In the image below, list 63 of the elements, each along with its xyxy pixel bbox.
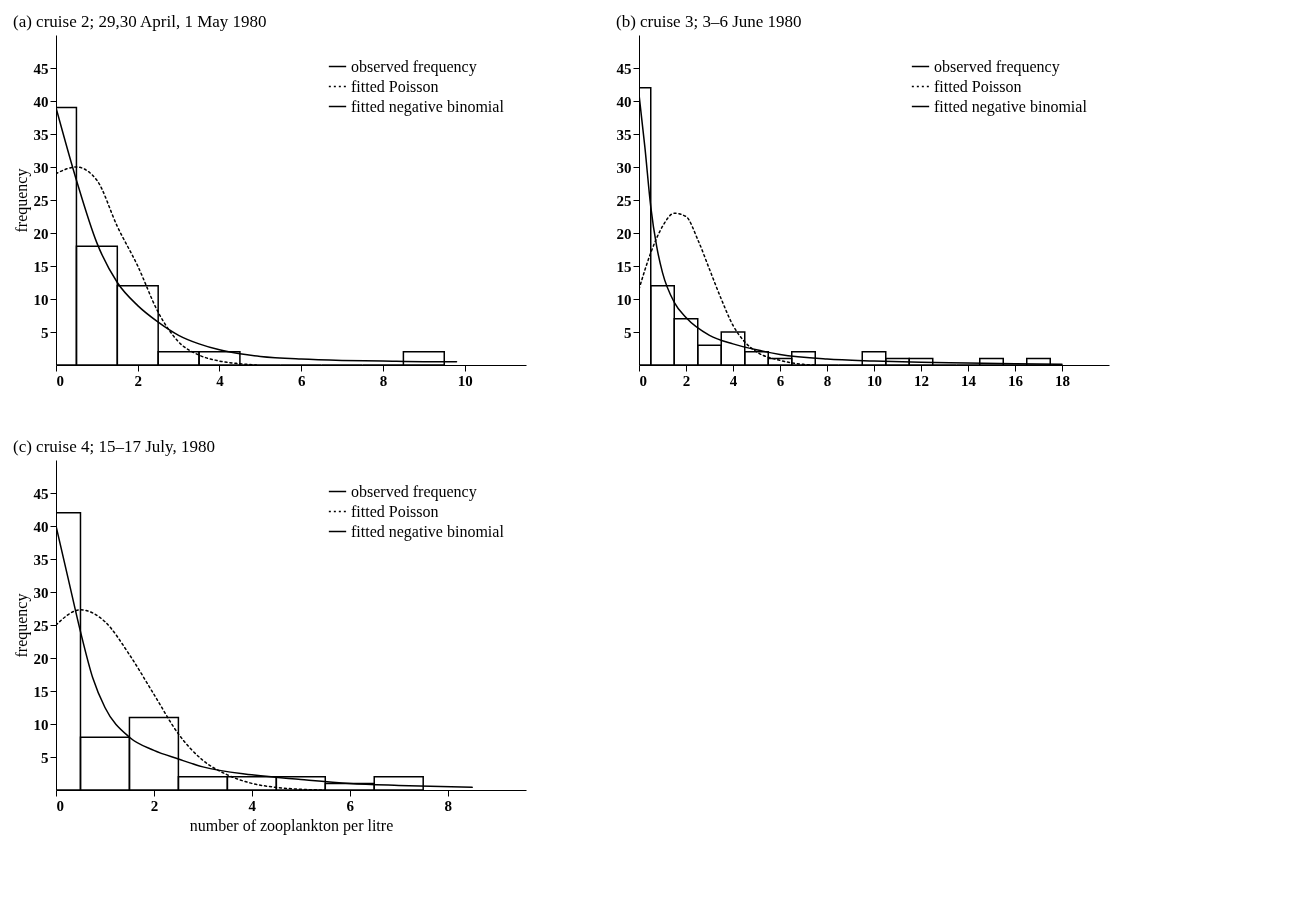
- legend-label: fitted negative binomial: [934, 97, 1088, 116]
- x-tick-label: 10: [867, 372, 882, 389]
- y-tick-label: 25: [33, 192, 49, 209]
- chart-title: (a) cruise 2; 29,30 April, 1 May 1980: [13, 12, 267, 31]
- y-tick-label: 30: [33, 584, 49, 601]
- legend-label: observed frequency: [351, 482, 477, 501]
- y-tick-label: 5: [41, 749, 49, 766]
- legend-label: observed frequency: [351, 57, 477, 76]
- x-axis-title: number of zooplankton per litre: [189, 816, 394, 835]
- y-tick-label: 20: [616, 225, 632, 242]
- y-tick-label: 45: [33, 60, 49, 77]
- x-tick-label: 2: [682, 372, 691, 389]
- x-tick-label: 0: [56, 797, 64, 814]
- x-tick-label: 8: [823, 372, 832, 389]
- legend-label: fitted Poisson: [351, 77, 439, 95]
- y-tick-label: 20: [33, 225, 49, 242]
- x-tick-label: 14: [961, 372, 977, 389]
- x-tick-label: 4: [248, 797, 257, 814]
- x-tick-label: 0: [639, 372, 647, 389]
- y-tick-label: 20: [33, 650, 49, 667]
- y-tick-label: 35: [33, 551, 49, 568]
- x-tick-label: 0: [56, 372, 64, 389]
- y-tick-label: 40: [33, 518, 49, 535]
- x-tick-label: 12: [914, 372, 929, 389]
- y-tick-label: 15: [616, 258, 632, 275]
- chart-title: (b) cruise 3; 3–6 June 1980: [616, 12, 802, 31]
- x-tick-label: 8: [379, 372, 388, 389]
- legend-label: fitted negative binomial: [351, 97, 505, 116]
- y-tick-label: 35: [33, 126, 49, 143]
- x-tick-label: 16: [1008, 372, 1024, 389]
- x-tick-label: 4: [729, 372, 738, 389]
- x-tick-label: 2: [134, 372, 142, 389]
- legend-label: fitted negative binomial: [351, 522, 505, 541]
- y-tick-label: 10: [616, 291, 632, 308]
- y-tick-label: 10: [33, 291, 49, 308]
- x-tick-label: 6: [346, 797, 355, 814]
- y-tick-label: 45: [33, 485, 49, 502]
- y-axis-title: frequency: [12, 168, 31, 233]
- y-tick-label: 25: [616, 192, 632, 209]
- y-tick-label: 10: [33, 716, 49, 733]
- y-tick-label: 45: [616, 60, 632, 77]
- y-tick-label: 25: [33, 617, 49, 634]
- y-tick-label: 5: [41, 324, 49, 341]
- chart-title: (c) cruise 4; 15–17 July, 1980: [13, 437, 215, 456]
- y-tick-label: 15: [33, 683, 49, 700]
- y-tick-label: 5: [624, 324, 632, 341]
- legend-label: fitted Poisson: [351, 502, 439, 520]
- x-tick-label: 10: [457, 372, 473, 389]
- y-tick-label: 30: [616, 159, 632, 176]
- x-tick-label: 2: [150, 797, 159, 814]
- y-tick-label: 35: [616, 126, 632, 143]
- x-tick-label: 18: [1055, 372, 1070, 389]
- legend-label: fitted Poisson: [934, 77, 1022, 95]
- y-tick-label: 15: [33, 258, 49, 275]
- x-tick-label: 6: [776, 372, 785, 389]
- y-tick-label: 40: [616, 93, 632, 110]
- x-tick-label: 4: [216, 372, 225, 389]
- y-tick-label: 30: [33, 159, 49, 176]
- y-axis-title: frequency: [12, 593, 31, 658]
- legend-label: observed frequency: [934, 57, 1060, 76]
- x-tick-label: 8: [444, 797, 452, 814]
- x-tick-label: 6: [297, 372, 306, 389]
- y-tick-label: 40: [33, 93, 49, 110]
